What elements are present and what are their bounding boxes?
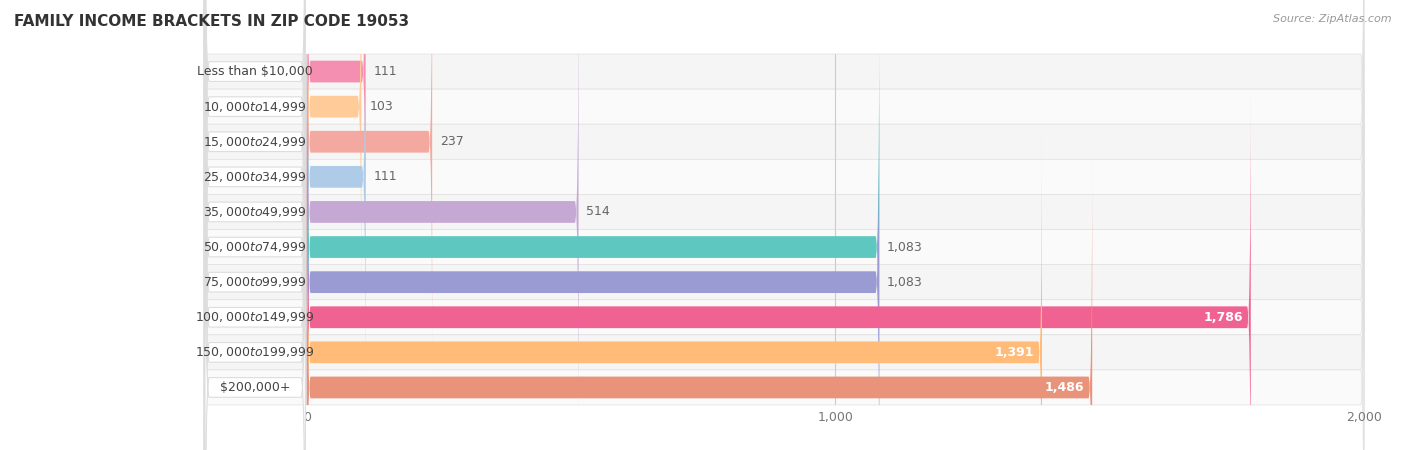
FancyBboxPatch shape bbox=[307, 0, 361, 342]
Text: 1,486: 1,486 bbox=[1045, 381, 1084, 394]
FancyBboxPatch shape bbox=[307, 12, 879, 450]
Text: Source: ZipAtlas.com: Source: ZipAtlas.com bbox=[1274, 14, 1392, 23]
Text: 111: 111 bbox=[374, 65, 396, 78]
FancyBboxPatch shape bbox=[307, 0, 366, 306]
FancyBboxPatch shape bbox=[205, 117, 305, 450]
FancyBboxPatch shape bbox=[205, 81, 305, 450]
Text: $35,000 to $49,999: $35,000 to $49,999 bbox=[204, 205, 307, 219]
FancyBboxPatch shape bbox=[205, 0, 305, 413]
Text: $200,000+: $200,000+ bbox=[219, 381, 291, 394]
FancyBboxPatch shape bbox=[204, 89, 1364, 450]
Text: FAMILY INCOME BRACKETS IN ZIP CODE 19053: FAMILY INCOME BRACKETS IN ZIP CODE 19053 bbox=[14, 14, 409, 28]
FancyBboxPatch shape bbox=[204, 124, 1364, 450]
FancyBboxPatch shape bbox=[204, 0, 1364, 300]
FancyBboxPatch shape bbox=[307, 47, 879, 450]
Text: Less than $10,000: Less than $10,000 bbox=[197, 65, 314, 78]
FancyBboxPatch shape bbox=[307, 153, 1092, 450]
Text: $100,000 to $149,999: $100,000 to $149,999 bbox=[195, 310, 315, 324]
FancyBboxPatch shape bbox=[205, 0, 305, 448]
FancyBboxPatch shape bbox=[307, 0, 432, 377]
FancyBboxPatch shape bbox=[205, 0, 305, 378]
Text: $15,000 to $24,999: $15,000 to $24,999 bbox=[204, 135, 307, 149]
Text: 514: 514 bbox=[586, 206, 610, 218]
Text: $50,000 to $74,999: $50,000 to $74,999 bbox=[204, 240, 307, 254]
FancyBboxPatch shape bbox=[204, 0, 1364, 335]
FancyBboxPatch shape bbox=[204, 0, 1364, 370]
Text: $75,000 to $99,999: $75,000 to $99,999 bbox=[204, 275, 307, 289]
Text: 1,083: 1,083 bbox=[887, 276, 922, 288]
FancyBboxPatch shape bbox=[205, 46, 305, 450]
Text: 103: 103 bbox=[370, 100, 394, 113]
FancyBboxPatch shape bbox=[307, 82, 1251, 450]
FancyBboxPatch shape bbox=[204, 19, 1364, 405]
FancyBboxPatch shape bbox=[204, 194, 1364, 450]
FancyBboxPatch shape bbox=[307, 0, 578, 447]
Text: $150,000 to $199,999: $150,000 to $199,999 bbox=[195, 345, 315, 360]
Text: 1,391: 1,391 bbox=[994, 346, 1033, 359]
Text: 1,083: 1,083 bbox=[887, 241, 922, 253]
FancyBboxPatch shape bbox=[205, 0, 305, 450]
FancyBboxPatch shape bbox=[205, 11, 305, 450]
Text: $10,000 to $14,999: $10,000 to $14,999 bbox=[204, 99, 307, 114]
FancyBboxPatch shape bbox=[307, 0, 366, 412]
Text: 111: 111 bbox=[374, 171, 396, 183]
FancyBboxPatch shape bbox=[204, 0, 1364, 265]
Text: 1,786: 1,786 bbox=[1204, 311, 1243, 324]
FancyBboxPatch shape bbox=[205, 0, 305, 342]
FancyBboxPatch shape bbox=[204, 159, 1364, 450]
FancyBboxPatch shape bbox=[205, 0, 305, 450]
FancyBboxPatch shape bbox=[204, 54, 1364, 440]
Text: $25,000 to $34,999: $25,000 to $34,999 bbox=[204, 170, 307, 184]
FancyBboxPatch shape bbox=[307, 117, 1042, 450]
Text: 237: 237 bbox=[440, 135, 464, 148]
